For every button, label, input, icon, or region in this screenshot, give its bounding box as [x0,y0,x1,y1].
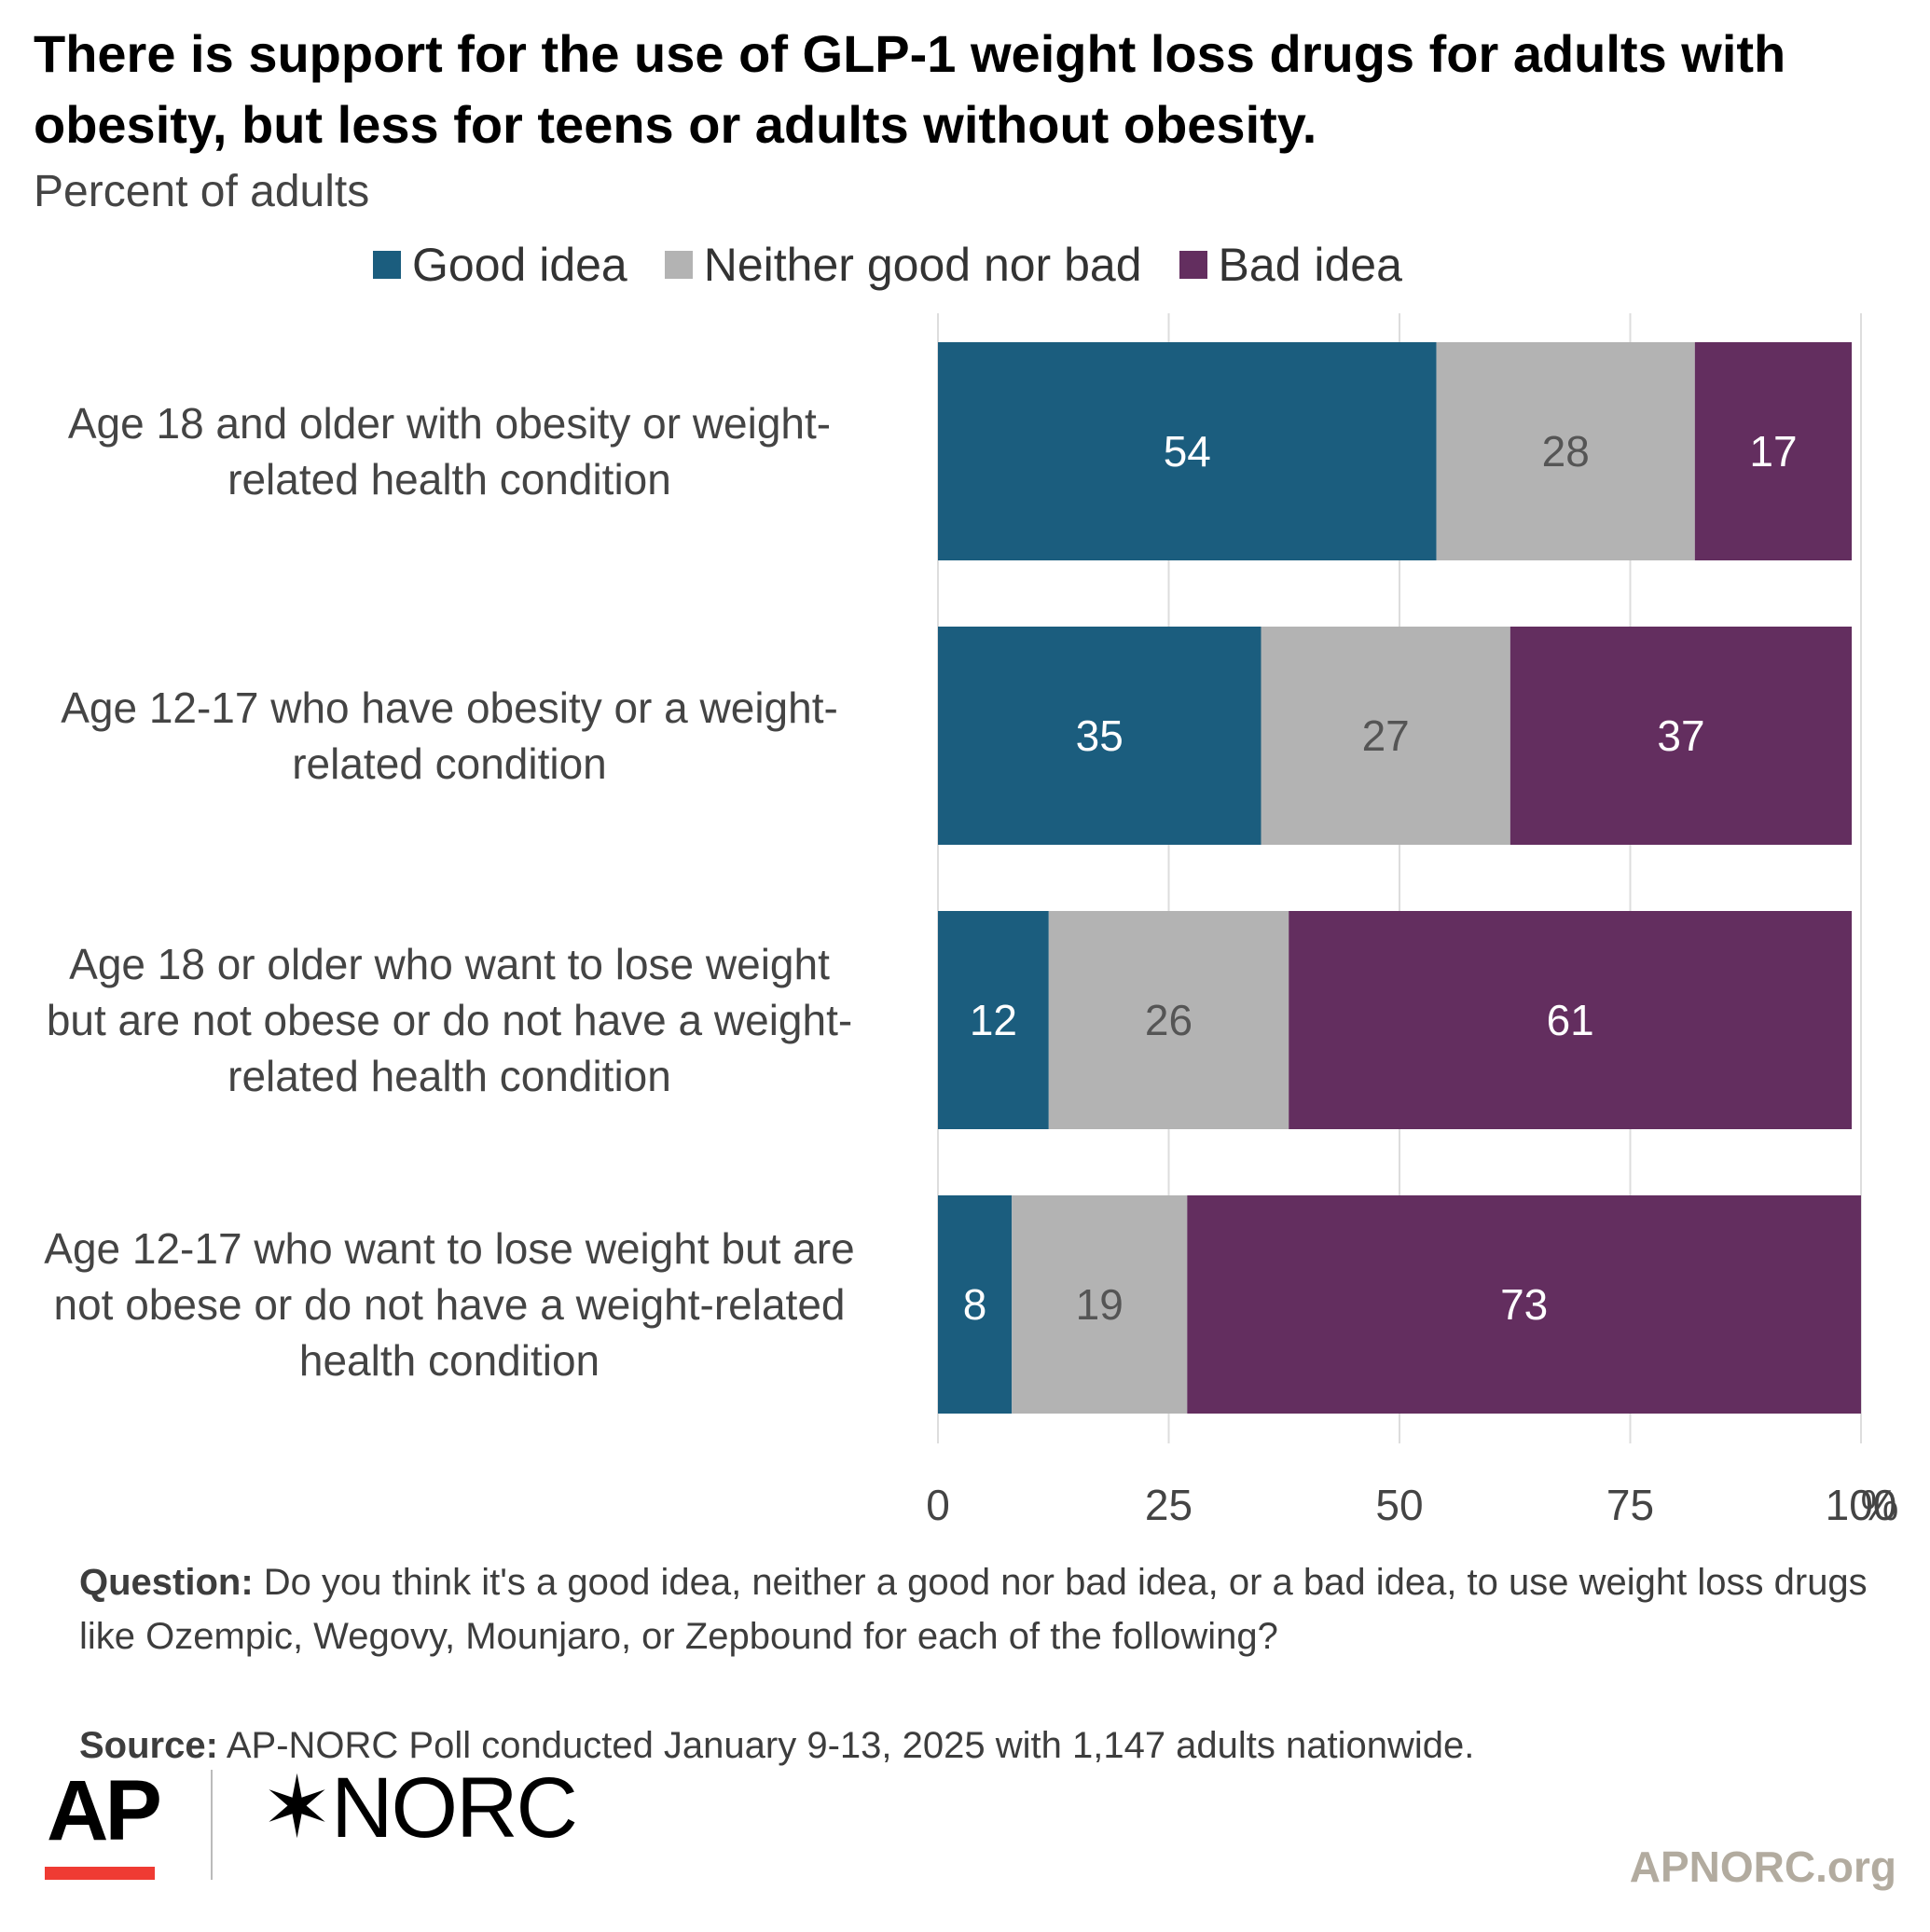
bar-segment [1436,342,1695,560]
bar-segment [938,911,1049,1129]
bar-segment [1289,911,1853,1129]
logo-divider [211,1770,213,1880]
x-tick-label: 25 [1145,1481,1192,1529]
legend-label-good: Good idea [412,239,627,291]
norc-star-icon: ✶ [261,1760,333,1856]
chart-subtitle: Percent of adults [34,167,370,216]
bar-value-label: 12 [970,996,1017,1044]
bar-value-label: 37 [1657,711,1704,760]
legend-item-good: Good idea [373,238,627,292]
category-label: Age 12-17 who want to lose weight but ar… [44,1224,854,1385]
question-text: Do you think it's a good idea, neither a… [79,1562,1868,1657]
bar-value-label: 73 [1500,1280,1548,1329]
source-text: AP-NORC Poll conducted January 9-13, 202… [226,1725,1475,1766]
bar-value-label: 27 [1362,711,1410,760]
legend-label-neither: Neither good nor bad [703,239,1142,291]
source-note: Source: AP-NORC Poll conducted January 9… [79,1718,1888,1773]
bar-segment [938,1195,1013,1414]
bar-value-label: 8 [963,1280,987,1329]
bar-value-label: 28 [1542,427,1590,476]
source-label: Source: [79,1725,218,1766]
bar-segment [1510,627,1853,845]
question-note: Question: Do you think it's a good idea,… [79,1555,1888,1663]
legend: Good idea Neither good nor bad Bad idea [373,238,1440,292]
bar-value-label: 54 [1164,427,1211,476]
bar-segment [938,342,1437,560]
x-axis-unit: % [1861,1481,1899,1529]
site-link[interactable]: APNORC.org [1629,1842,1896,1891]
bar-value-label: 61 [1547,996,1594,1044]
bar-value-label: 17 [1749,427,1797,476]
x-tick-label: 75 [1606,1481,1654,1529]
bar-value-label: 35 [1076,711,1124,760]
legend-swatch-neither [664,251,693,279]
bar-segment [1012,1195,1188,1414]
category-label: Age 18 or older who want to lose weight b… [47,940,852,1100]
chart-title: There is support for the use of GLP-1 we… [34,24,1786,154]
bar-segment [1187,1195,1861,1414]
legend-swatch-bad [1179,251,1207,279]
question-label: Question: [79,1562,254,1603]
stacked-bar-chart: 54 28 17 Age 18 and older with obesity or w… [44,313,1899,1529]
ap-logo-underline [45,1867,155,1880]
legend-item-bad: Bad idea [1179,238,1402,292]
bar-segment [1048,911,1289,1129]
ap-logo: AP [47,1763,162,1858]
legend-label-bad: Bad idea [1218,239,1402,291]
legend-item-neither: Neither good nor bad [664,238,1142,292]
legend-swatch-good [373,251,401,279]
bar-segment [1261,627,1510,845]
bar-segment [938,627,1261,845]
bar-value-label: 26 [1145,996,1192,1044]
x-tick-label: 0 [926,1481,950,1529]
x-tick-label: 50 [1375,1481,1423,1529]
bar-segment [1694,342,1853,560]
category-label: Age 18 and older with obesity or weight-… [68,399,831,504]
norc-logo-text: NORC [331,1760,578,1856]
category-label: Age 12-17 who have obesity or a weight-r… [61,683,838,788]
bar-value-label: 19 [1076,1280,1124,1329]
x-tick-label: 100 [1826,1481,1897,1529]
norc-logo: ✶NORC [261,1758,578,1857]
